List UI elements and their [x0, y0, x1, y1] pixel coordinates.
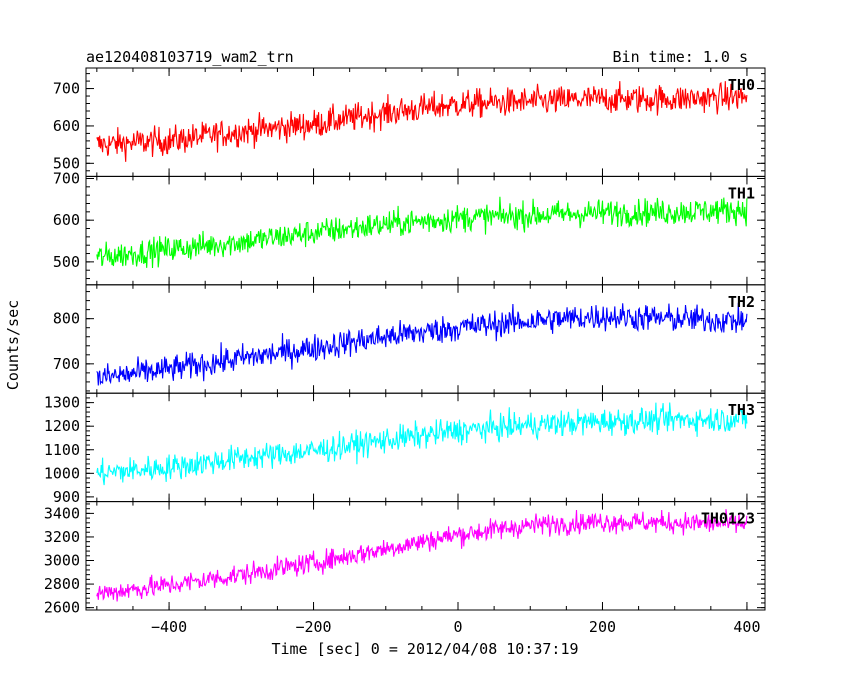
y-tick-label: 800 [53, 310, 80, 328]
x-axis-label: Time [sec] 0 = 2012/04/08 10:37:19 [271, 640, 578, 658]
panel-label: TH3 [728, 401, 755, 419]
y-tick-label: 3000 [44, 552, 80, 570]
series-th2 [96, 302, 748, 386]
panel-th2: TH2 700 800 [53, 284, 766, 394]
y-tick-label: 600 [53, 211, 80, 229]
chart-title-left: ae120408103719_wam2_trn [86, 48, 294, 66]
panel-label: TH0123 [701, 510, 755, 528]
panel-th1: TH1 500 600 700 [53, 169, 766, 286]
panels-group: TH0 500 600 700 TH1 500 600 700 TH2 700 800 TH3 900 1… [44, 67, 766, 636]
panel-th0: TH0 500 600 700 [53, 67, 766, 177]
x-tick-label: 400 [733, 618, 760, 636]
y-tick-label: 3200 [44, 528, 80, 546]
series-th0 [96, 81, 748, 162]
panel-label: TH1 [728, 184, 755, 202]
y-tick-label: 1100 [44, 441, 80, 459]
y-tick-label: 500 [53, 154, 80, 172]
panel-th0123: TH0123 2600 2800 3000 3200 3400 [44, 501, 766, 617]
x-tick-label: −200 [295, 618, 331, 636]
y-tick-label: 1300 [44, 394, 80, 412]
x-tick-label: −400 [151, 618, 187, 636]
y-tick-label: 3400 [44, 504, 80, 522]
series-th3 [96, 402, 748, 486]
chart-title-right: Bin time: 1.0 s [613, 48, 748, 66]
y-tick-label: 2800 [44, 575, 80, 593]
series-th1 [96, 196, 748, 269]
panel-th3: TH3 900 1000 1100 1200 1300 [44, 392, 766, 506]
panel-label: TH0 [728, 76, 755, 94]
y-axis-label: Counts/sec [4, 300, 22, 390]
y-tick-label: 700 [53, 80, 80, 98]
series-th0123 [96, 509, 748, 602]
panel-frame [85, 67, 766, 177]
y-tick-label: 1200 [44, 417, 80, 435]
y-tick-label: 1000 [44, 464, 80, 482]
panel-frame [85, 175, 766, 286]
y-tick-label: 700 [53, 355, 80, 373]
x-tick-label: 200 [589, 618, 616, 636]
panel-frame [85, 284, 766, 394]
x-tick-label: 0 [453, 618, 462, 636]
y-tick-label: 2600 [44, 599, 80, 617]
y-tick-label: 600 [53, 117, 80, 135]
y-tick-label: 700 [53, 169, 80, 187]
y-tick-label: 500 [53, 253, 80, 271]
panel-label: TH2 [728, 293, 755, 311]
y-tick-label: 900 [53, 488, 80, 506]
